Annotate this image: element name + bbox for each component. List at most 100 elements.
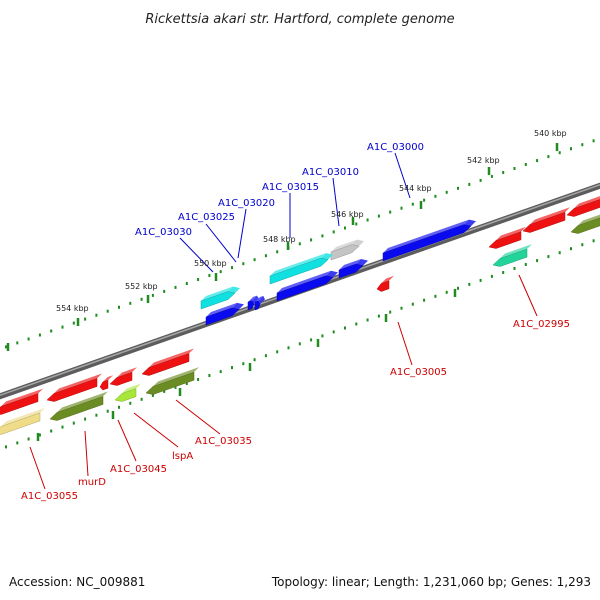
axis-dot (106, 309, 109, 313)
axis-dot (547, 255, 550, 259)
gene-front-face (247, 300, 255, 311)
gene-a1c-03035-olive (145, 367, 199, 395)
gene-tip-face (251, 295, 259, 304)
axis-dot (536, 159, 539, 163)
label-leader-lines (29, 152, 538, 490)
axis-dot (72, 421, 75, 425)
gene-tip-face (356, 259, 368, 266)
axis-dot (61, 325, 64, 329)
axis-dot (38, 333, 41, 337)
gene-label-a1c-03055: A1C_03055 (21, 491, 78, 502)
gene-top-face (496, 226, 526, 241)
axis-dot (276, 350, 279, 354)
axis-dot (219, 370, 222, 374)
gene-a1c-03005 (376, 275, 394, 292)
gene-top-face (122, 383, 141, 394)
gene-a1c-03020 (276, 270, 338, 302)
gene-a1c-03000 (382, 219, 476, 262)
gene-label-a1c-03000: A1C_03000 (367, 142, 424, 153)
axis-dot (490, 274, 493, 278)
axis-dot (457, 186, 459, 190)
gene-top-face (270, 253, 326, 276)
axis-dot (377, 214, 380, 218)
axis-dot (264, 254, 267, 258)
gene-small-2 (254, 295, 265, 311)
axis-dot (411, 302, 414, 306)
gene-label-a1c-03035: A1C_03035 (195, 436, 252, 447)
gene-top-face (0, 401, 6, 408)
leader-a1c-03005 (397, 321, 413, 366)
gene-front-face (382, 224, 472, 262)
gene-label-a1c-02995: A1C_02995 (513, 319, 570, 330)
lower-axis-dots (5, 239, 595, 449)
gene-top-face (206, 302, 237, 317)
axis-dot (479, 278, 482, 282)
axis-dot (242, 262, 245, 266)
axis-dot (423, 298, 426, 302)
gene-a1c-02995-red (488, 226, 526, 249)
gene-top-face (574, 196, 600, 209)
axis-dot (524, 163, 527, 166)
reverse-gene-labels: A1C_02995 A1C_03005 A1C_03035 lspA A1C_0… (21, 319, 570, 502)
axis-dot (151, 293, 154, 297)
gene-front-face (376, 280, 390, 292)
axis-dot (118, 305, 120, 309)
axis-dot (253, 258, 256, 262)
axis-dot (197, 278, 200, 281)
gene-label-a1c-03045: A1C_03045 (110, 464, 167, 475)
gene-a1c-03055 (0, 407, 45, 435)
axis-dot (581, 243, 584, 247)
axis-dot (592, 239, 595, 243)
leader-murd (84, 430, 89, 477)
axis-dot (16, 341, 19, 345)
tick-label-554: 554 kbp (56, 304, 89, 313)
gene-front-face (488, 231, 522, 249)
axis-dot (61, 425, 64, 429)
axis-dot (400, 306, 403, 310)
axis-dot (423, 198, 426, 202)
leader-a1c-03055 (29, 446, 46, 490)
gene-front-face (145, 371, 195, 395)
gene-front-face (114, 388, 137, 402)
gene-upper-red-2 (566, 196, 600, 217)
gene-front-face (338, 263, 364, 279)
gene-front-face (200, 291, 236, 310)
gene-top-face (255, 295, 264, 302)
axis-dot (581, 143, 584, 147)
axis-dot (174, 285, 177, 289)
gene-a1c-03030 (205, 302, 244, 326)
axis-dot (140, 397, 143, 401)
gene-label-murd: murD (78, 477, 106, 488)
axis-dot (50, 329, 53, 333)
gene-front-face (0, 393, 39, 415)
axis-dot (592, 139, 595, 143)
axis-dot (298, 342, 301, 346)
gene-label-a1c-03010: A1C_03010 (302, 167, 359, 178)
axis-dot (389, 210, 392, 214)
gene-a1c-03025 (200, 286, 240, 310)
axis-dot (321, 234, 324, 238)
axis-dot (570, 147, 572, 151)
gene-label-a1c-03030: A1C_03030 (135, 227, 192, 238)
axis-dot (27, 337, 30, 341)
axis-dot (95, 413, 98, 417)
gene-top-face (102, 375, 113, 383)
leader-lspa (133, 412, 179, 448)
axis-dot (106, 409, 109, 413)
gene-olive-right (570, 214, 600, 234)
gene-lspa (109, 367, 137, 386)
axis-dot (536, 259, 539, 263)
axis-dot (231, 366, 233, 370)
axis-dot (298, 242, 301, 246)
leader-a1c-02995 (518, 274, 538, 317)
axis-dot (27, 437, 30, 441)
gene-a1c-03035 (141, 348, 194, 376)
axis-dot (151, 393, 154, 397)
gene-tip-face (228, 286, 240, 294)
gene-label-a1c-03005: A1C_03005 (390, 367, 447, 378)
axis-dot (264, 354, 267, 358)
axis-dot (332, 330, 335, 334)
gene-top-face (149, 348, 194, 368)
axis-dot (197, 378, 200, 381)
axis-dot (5, 345, 7, 349)
